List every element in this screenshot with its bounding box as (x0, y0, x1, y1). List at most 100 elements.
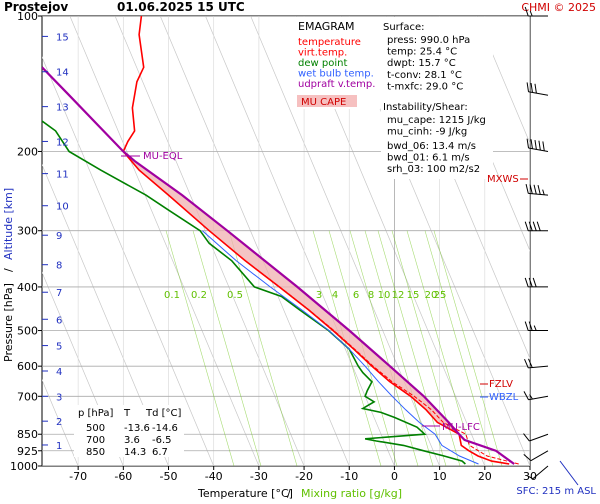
barb-shaft (530, 450, 549, 462)
wind-barb (524, 321, 548, 332)
x-tick-label: 30 (523, 470, 537, 483)
datetime: 01.06.2025 15 UTC (117, 0, 245, 14)
mixing-ratio-line (312, 230, 382, 466)
dew-point-line (42, 120, 466, 465)
wind-barbs (523, 6, 549, 480)
table-cell: -14.6 (152, 423, 178, 434)
station-name: Prostejov (4, 0, 68, 14)
barb-flag (526, 82, 529, 92)
altitude-label: 9 (56, 231, 62, 242)
surface-line: temp: 25.4 °C (387, 47, 457, 58)
mixing-ratio-line (377, 230, 447, 466)
barb-flag (524, 358, 529, 369)
x-tick-label: -10 (340, 470, 358, 483)
x-tick-label: -30 (250, 470, 268, 483)
barb-flag (542, 141, 545, 151)
wbzl-label: WBZL (489, 392, 519, 403)
wind-barb (523, 433, 549, 442)
level-table: p [hPa] T Td [°C] 500 -13.6 -14.6 700 3.6 -6.… (74, 405, 184, 458)
mixing-ratio-label: 0.2 (191, 290, 207, 301)
wind-barb (526, 82, 549, 96)
info-box (381, 17, 493, 179)
instability-line: mu_cinh: -9 J/kg (387, 127, 467, 138)
barb-flag (523, 453, 532, 462)
wind-barb (524, 6, 548, 17)
altitude-label: 2 (56, 417, 62, 428)
isotherm-line (159, 16, 350, 466)
table-cell: -6.5 (152, 435, 172, 446)
instability-line: mu_cape: 1215 J/kg (387, 115, 486, 126)
barb-shaft (528, 395, 549, 401)
legend-item: wet bulb temp. (298, 69, 374, 80)
sfc-label: SFC: 215 m ASL (516, 486, 596, 497)
altitude-label: 3 (56, 392, 62, 403)
legend-item: virt.temp. (298, 48, 347, 59)
barb-shaft (528, 91, 549, 96)
altitude-label: 5 (56, 342, 62, 353)
mixing-ratio-labels: 0.1 0.2 0.5 3 4 6 8 10 12 15 2025 (164, 290, 446, 301)
mixing-ratio-label: 15 (407, 290, 420, 301)
barb-flag (524, 321, 529, 331)
barb-half (533, 325, 537, 331)
xlabel-temp: Temperature [°C] (197, 487, 293, 500)
y-tick-label: 500 (17, 325, 38, 338)
altitude-label: 14 (56, 68, 69, 79)
table-header-p: p [hPa] (78, 408, 113, 419)
surface-line: press: 990.0 hPa (387, 35, 470, 46)
cape-area (123, 151, 460, 435)
barb-half (542, 189, 545, 195)
legend-item: dew point (298, 58, 347, 69)
y-tick-label: 925 (17, 445, 38, 458)
barb-flag (524, 277, 529, 288)
axis-ticks: -70 -60 -50 -40 -30 -20 -10 0 10 20 30 100 200 300 400… (10, 10, 537, 483)
wind-barb (525, 184, 549, 196)
cape-shading (123, 151, 460, 435)
isotherm-line (114, 16, 305, 466)
mixing-ratio-line (433, 230, 503, 466)
surface-line: t-mxfc: 29.0 °C (387, 82, 463, 93)
barb-flag (528, 221, 533, 231)
barb-flag (528, 277, 533, 288)
mu-lfc-label: MU-LFC (442, 422, 480, 433)
y-tick-label: 1000 (10, 460, 38, 473)
wind-barb (524, 358, 549, 369)
ylabel-alt: Altitude [km] (2, 188, 15, 260)
barb-flag (532, 277, 537, 288)
wind-barb (524, 277, 548, 288)
legend-item: udpraft v.temp. (298, 79, 375, 90)
altitude-label: 4 (56, 367, 62, 378)
instability-line: bwd_01: 6.1 m/s (387, 153, 470, 164)
table-cell: 6.7 (152, 447, 168, 458)
barb-flag (523, 433, 530, 442)
barb-flag (534, 83, 537, 94)
y-tick-label: 300 (17, 225, 38, 238)
mixing-ratio-label: 20 (425, 290, 438, 301)
y-tick-label: 100 (17, 10, 38, 23)
table-header-td: Td [°C] (145, 408, 182, 419)
x-tick-label: 10 (433, 470, 447, 483)
barb-half (529, 394, 533, 400)
barb-flag (526, 138, 529, 149)
table-header-t: T (123, 408, 131, 419)
barb-shaft (529, 433, 549, 442)
isotherm-line (42, 56, 215, 466)
barb-flag (530, 83, 533, 93)
x-tick-label: -50 (160, 470, 178, 483)
mixing-ratio-label: 8 (368, 290, 374, 301)
x-tick-label: -70 (69, 470, 87, 483)
parcel-line (42, 66, 515, 465)
altitude-label: 13 (56, 103, 69, 114)
cape-legend-swatch (297, 95, 357, 107)
altitude-label: 8 (56, 261, 62, 272)
barb-flag (528, 321, 533, 331)
surface-line: dwpt: 15.7 °C (387, 58, 456, 69)
mixing-ratio-line (165, 230, 235, 466)
barb-flag (524, 221, 529, 231)
mixing-ratio-line (424, 230, 494, 466)
barb-flag (532, 221, 537, 231)
mixing-ratio-label: 6 (353, 290, 359, 301)
mixing-ratio-line (192, 230, 262, 466)
xlabel-mix: Mixing ratio [g/kg] (301, 487, 402, 500)
